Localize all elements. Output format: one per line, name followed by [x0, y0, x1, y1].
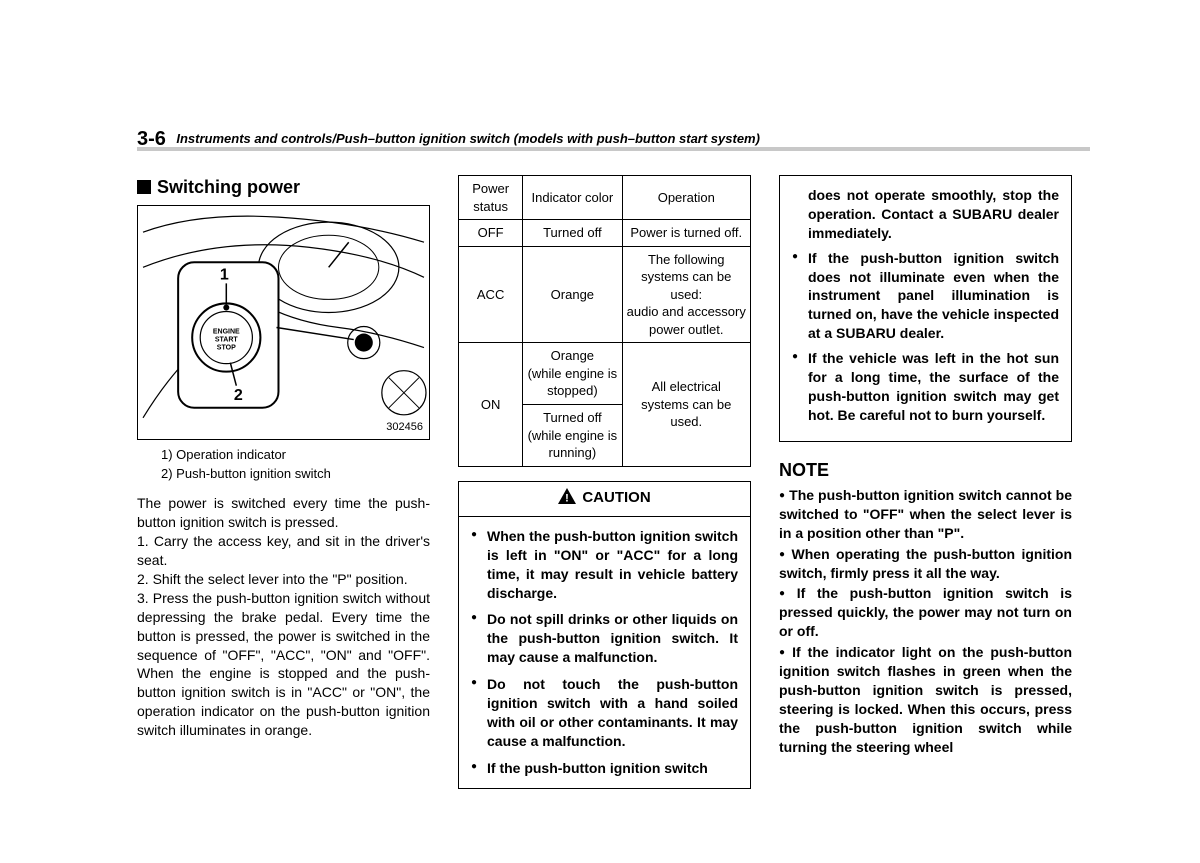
cell-on-op: All electrical systems can be used.	[622, 343, 751, 466]
note-item: ●If the indicator light on the push-butt…	[779, 643, 1072, 756]
svg-text:ENGINE: ENGINE	[213, 329, 240, 336]
note-item: ●If the push-button ignition switch is p…	[779, 584, 1072, 641]
note-item: ●When operating the push-button ignition…	[779, 545, 1072, 583]
dashboard-figure: ENGINE START STOP 1 2 302456	[137, 205, 430, 440]
breadcrumb: Instruments and controls/Push–button ign…	[176, 131, 760, 146]
cell-acc-status: ACC	[459, 246, 523, 343]
section-title-text: Switching power	[157, 177, 300, 197]
body-p1: The power is switched every time the pus…	[137, 494, 430, 532]
section-title: Switching power	[137, 175, 430, 199]
caution-cont-lead: does not operate smoothly, stop the oper…	[792, 186, 1059, 243]
cell-on-color2: Turned off (while engine is running)	[523, 405, 622, 467]
body-p3: 2. Shift the select lever into the "P" p…	[137, 570, 430, 589]
square-bullet-icon	[137, 180, 151, 194]
th-power-status: Power status	[459, 176, 523, 220]
th-operation: Operation	[622, 176, 751, 220]
caution-item: When the push-button ignition switch is …	[471, 527, 738, 603]
cell-off-op: Power is turned off.	[622, 220, 751, 247]
header-rule	[137, 147, 1090, 151]
caution-box: ! CAUTION When the push-button ignition …	[458, 481, 751, 789]
svg-text:2: 2	[234, 386, 243, 404]
cell-acc-color: Orange	[523, 246, 622, 343]
legend-item-1: 1) Operation indicator	[161, 446, 430, 464]
caution-title-text: CAUTION	[582, 489, 650, 506]
body-p4: 3. Press the push-button ignition switch…	[137, 589, 430, 740]
cell-off-color: Turned off	[523, 220, 622, 247]
th-indicator-color: Indicator color	[523, 176, 622, 220]
column-3: does not operate smoothly, stop the oper…	[779, 175, 1072, 789]
dashboard-svg: ENGINE START STOP 1 2	[138, 206, 429, 439]
svg-text:STOP: STOP	[217, 345, 236, 352]
column-2: Power status Indicator color Operation O…	[458, 175, 751, 789]
note-title: NOTE	[779, 458, 1072, 482]
note-item: ●The push-button ignition switch cannot …	[779, 486, 1072, 543]
power-status-table: Power status Indicator color Operation O…	[458, 175, 751, 467]
cell-off-status: OFF	[459, 220, 523, 247]
caution-item: If the push-button ignition switch	[471, 759, 738, 778]
caution-continuation-box: does not operate smoothly, stop the oper…	[779, 175, 1072, 442]
caution-item: Do not touch the push-button ignition sw…	[471, 675, 738, 751]
caution-cont-item: If the push-button ignition switch does …	[792, 249, 1059, 343]
svg-text:!: !	[565, 492, 569, 504]
caution-body: When the push-button ignition switch is …	[459, 517, 750, 788]
cell-acc-op: The following systems can be used: audio…	[622, 246, 751, 343]
figure-legend: 1) Operation indicator 2) Push-button ig…	[161, 446, 430, 482]
caution-title: ! CAUTION	[459, 482, 750, 517]
legend-item-2: 2) Push-button ignition switch	[161, 465, 430, 483]
note-body: ●The push-button ignition switch cannot …	[779, 486, 1072, 756]
column-1: Switching power	[137, 175, 430, 789]
svg-text:START: START	[215, 337, 239, 344]
body-p2: 1. Carry the access key, and sit in the …	[137, 532, 430, 570]
cell-on-status: ON	[459, 343, 523, 466]
caution-item: Do not spill drinks or other liquids on …	[471, 610, 738, 667]
body-text: The power is switched every time the pus…	[137, 494, 430, 740]
caution-cont-item: If the vehicle was left in the hot sun f…	[792, 349, 1059, 425]
figure-id: 302456	[386, 420, 423, 435]
warning-triangle-icon: !	[558, 488, 576, 510]
cell-on-color1: Orange (while engine is stopped)	[523, 343, 622, 405]
svg-text:1: 1	[220, 266, 229, 284]
content-columns: Switching power	[137, 175, 1072, 789]
